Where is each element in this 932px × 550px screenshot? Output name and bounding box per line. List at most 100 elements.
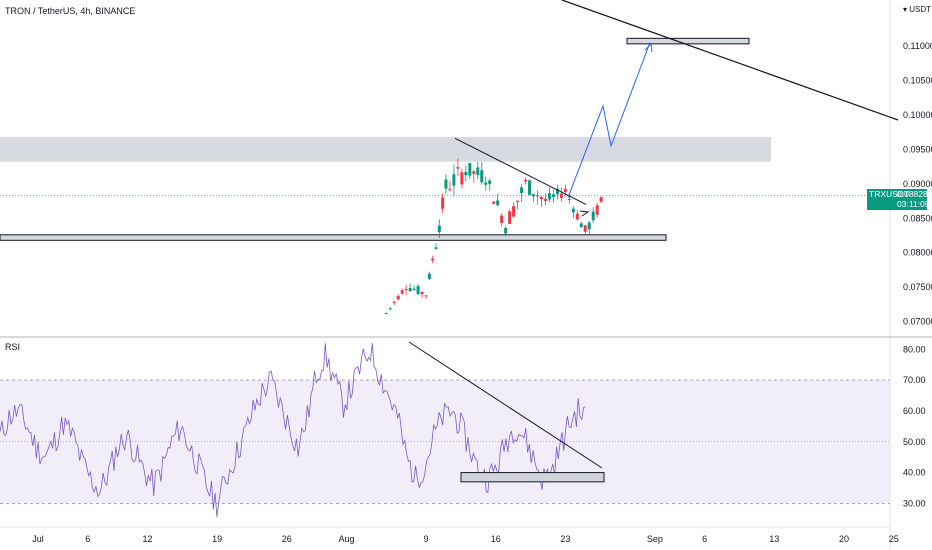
- candle: [500, 215, 504, 223]
- candle: [543, 198, 547, 202]
- time-tick-label: Aug: [338, 534, 354, 544]
- candle: [416, 286, 420, 294]
- candle: [492, 201, 496, 204]
- time-tick-label: 26: [282, 534, 292, 544]
- candle: [444, 179, 448, 189]
- time-tick-label: Sep: [647, 534, 663, 544]
- candle: [427, 273, 431, 280]
- price-badge: TRXUSDT 0.08828 03:11:09: [867, 189, 930, 210]
- price-zone-support[interactable]: [0, 234, 667, 241]
- price-zones: [0, 37, 890, 241]
- currency-selector[interactable]: ▾ USDT: [903, 5, 931, 14]
- candle: [476, 167, 480, 175]
- candle: [460, 172, 464, 185]
- drawings: [454, 0, 899, 217]
- candle: [412, 288, 416, 290]
- candle: [591, 211, 595, 221]
- candle: [571, 208, 575, 213]
- time-tick-label: 20: [839, 534, 849, 544]
- rsi-tick-label: 80.00: [903, 344, 926, 354]
- badge-countdown: 03:11:09: [897, 199, 930, 209]
- candle: [555, 188, 559, 195]
- long-trendline[interactable]: [561, 0, 899, 121]
- rsi-tick-label: 30.00: [903, 498, 926, 508]
- candle: [424, 295, 428, 297]
- chevron-down-icon: ▾: [903, 5, 908, 14]
- candle: [396, 295, 400, 300]
- candle: [551, 194, 555, 197]
- candle: [567, 198, 571, 200]
- candle: [539, 197, 543, 199]
- rsi-band: [0, 379, 890, 504]
- candle: [388, 307, 392, 309]
- time-tick-label: 9: [424, 534, 429, 544]
- candle: [575, 213, 579, 220]
- rsi-tick-label: 40.00: [903, 468, 926, 478]
- candle: [452, 174, 456, 186]
- triangle-trendline[interactable]: [454, 137, 587, 205]
- rsi-support-zone[interactable]: [460, 472, 605, 483]
- projection-arrow: [644, 42, 653, 53]
- time-tick-label: 19: [212, 534, 222, 544]
- candle: [547, 193, 551, 200]
- trendline-arrow: [579, 210, 590, 217]
- candle: [431, 258, 435, 261]
- rsi-axis: 30.00 40.00 50.00 60.00 70.00 80.00: [903, 344, 926, 508]
- time-tick-label: 13: [769, 534, 779, 544]
- candle: [392, 301, 396, 303]
- candle: [472, 171, 476, 174]
- rsi-line: [0, 343, 586, 518]
- price-zone-resistance[interactable]: [0, 136, 771, 162]
- rsi-label: RSI: [5, 342, 20, 352]
- candle: [496, 200, 500, 206]
- candle: [420, 291, 424, 295]
- candle: [599, 197, 603, 202]
- candle: [516, 200, 520, 202]
- time-tick-label: 6: [702, 534, 707, 544]
- candle: [579, 223, 583, 228]
- projection-path[interactable]: [567, 42, 651, 198]
- candle: [468, 163, 472, 176]
- chart-title: TRON / TetherUS, 4h, BINANCE: [5, 6, 135, 16]
- price-zone-target[interactable]: [626, 37, 750, 45]
- candle: [532, 194, 536, 197]
- candle: [512, 206, 516, 217]
- rsi-series: [0, 341, 605, 518]
- currency-label: USDT: [909, 5, 932, 14]
- candle: [520, 187, 524, 193]
- candle: [559, 193, 563, 199]
- candle: [524, 179, 528, 182]
- badge-symbol: TRXUSDT: [869, 189, 910, 199]
- rsi-tick-label: 70.00: [903, 375, 926, 385]
- candle: [488, 180, 492, 184]
- candle: [484, 182, 488, 185]
- candle: [508, 211, 512, 224]
- time-tick-label: 12: [142, 534, 152, 544]
- candle: [384, 313, 388, 315]
- time-tick-label: 25: [889, 534, 899, 544]
- badge-price: 0.08828: [897, 189, 928, 199]
- candle: [408, 288, 412, 292]
- candle: [441, 197, 445, 209]
- rsi-tick-label: 60.00: [903, 406, 926, 416]
- candle: [437, 225, 441, 233]
- candle: [456, 167, 460, 169]
- time-tick-label: Jul: [32, 534, 44, 544]
- time-tick-label: 23: [560, 534, 570, 544]
- price-tick-label: 0.11000: [903, 41, 932, 51]
- candle: [400, 290, 404, 294]
- rsi-trendline[interactable]: [408, 341, 603, 469]
- rsi-tick-label: 50.00: [903, 437, 926, 447]
- candle: [528, 180, 532, 195]
- candle: [404, 288, 408, 291]
- candle: [587, 222, 591, 230]
- time-tick-label: 16: [491, 534, 501, 544]
